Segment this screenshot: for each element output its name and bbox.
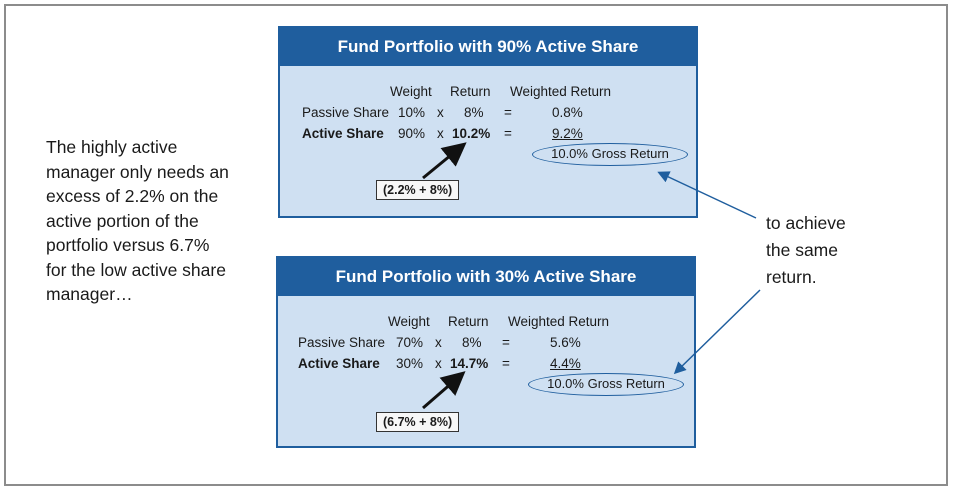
row-times: x xyxy=(437,105,444,120)
calc-box: (2.2% + 8%) xyxy=(376,180,460,200)
header-weighted-return: Weighted Return xyxy=(510,84,612,99)
row-equals: = xyxy=(502,335,510,350)
right-note-line: return. xyxy=(766,267,817,287)
row-label: Active Share xyxy=(302,126,384,141)
right-note: to achieve the same return. xyxy=(766,210,846,291)
row-return: 8% xyxy=(462,335,482,350)
row-weighted-return: 5.6% xyxy=(550,335,581,350)
panel-title: Fund Portfolio with 30% Active Share xyxy=(278,258,694,296)
row-weight: 10% xyxy=(398,105,426,120)
gross-return-ellipse: 10.0% Gross Return xyxy=(528,373,684,396)
row-weight: 90% xyxy=(398,126,426,141)
row-label: Passive Share xyxy=(298,335,386,350)
row-equals: = xyxy=(504,105,512,120)
gross-return-ellipse: 10.0% Gross Return xyxy=(532,143,688,166)
calc-box: (6.7% + 8%) xyxy=(376,412,460,432)
left-note-line: manager only needs an xyxy=(46,161,229,182)
header-return: Return xyxy=(450,84,491,99)
left-note-line: manager… xyxy=(46,284,133,304)
row-weighted-return: 0.8% xyxy=(552,105,583,120)
left-note-line: excess of 2.2% on the xyxy=(46,186,219,206)
row-times: x xyxy=(437,126,444,141)
panel-90-active-share: Fund Portfolio with 90% Active Share Wei… xyxy=(278,26,698,218)
row-return: 14.7% xyxy=(450,356,489,371)
row-weighted-return: 9.2% xyxy=(552,126,583,141)
left-note-line: portfolio versus 6.7% xyxy=(46,235,210,255)
left-note-line: The highly active xyxy=(46,137,178,157)
left-note-line: active portion of the xyxy=(46,210,199,231)
panel-30-active-share: Fund Portfolio with 30% Active Share Wei… xyxy=(276,256,696,448)
header-return: Return xyxy=(448,314,489,329)
row-equals: = xyxy=(502,356,510,371)
row-weight: 30% xyxy=(396,356,424,371)
panel-title: Fund Portfolio with 90% Active Share xyxy=(280,28,696,66)
row-times: x xyxy=(435,335,442,350)
row-times: x xyxy=(435,356,442,371)
header-weight: Weight xyxy=(390,84,432,99)
left-note-line: for the low active share xyxy=(46,259,226,280)
calc-arrow-2 xyxy=(422,371,466,410)
header-weighted-return: Weighted Return xyxy=(508,314,610,329)
gross-arrow-1 xyxy=(657,171,757,219)
left-note: The highly active manager only needs an … xyxy=(46,135,229,307)
row-return: 8% xyxy=(464,105,484,120)
row-weight: 70% xyxy=(396,335,424,350)
header-weight: Weight xyxy=(388,314,430,329)
outer-frame xyxy=(4,4,948,486)
row-equals: = xyxy=(504,126,512,141)
right-note-line: to achieve xyxy=(766,213,846,233)
calc-arrow-1 xyxy=(422,142,467,180)
row-label: Passive Share xyxy=(302,105,390,120)
gross-arrow-2 xyxy=(673,289,761,375)
right-note-line: the same xyxy=(766,240,838,260)
row-weighted-return: 4.4% xyxy=(550,356,581,371)
row-return: 10.2% xyxy=(452,126,491,141)
row-label: Active Share xyxy=(298,356,380,371)
